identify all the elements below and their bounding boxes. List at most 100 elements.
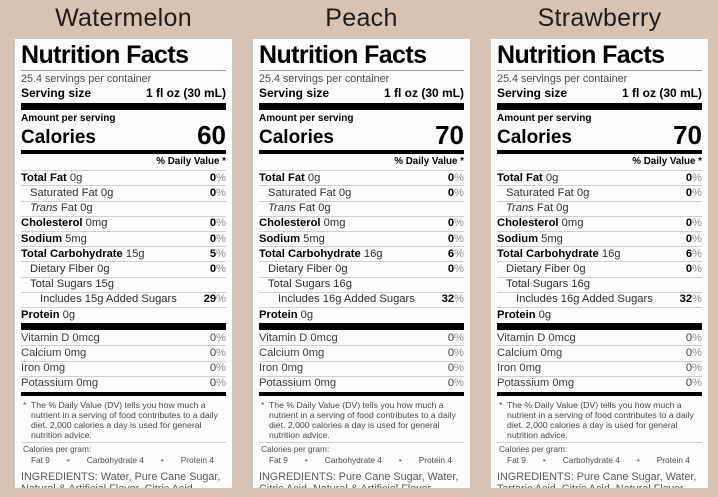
calories-per-gram-item: Fat 9 <box>269 455 288 466</box>
daily-value-percent: 0% <box>447 377 464 390</box>
daily-value-percent: 0% <box>447 217 464 230</box>
daily-value-percent: 0% <box>209 171 226 184</box>
nutrient-name: Potassium 0mg <box>497 377 575 390</box>
daily-value-footnote: * The % Daily Value (DV) tells you how m… <box>497 397 702 442</box>
calories-per-gram-label: Calories per gram: <box>261 444 330 455</box>
daily-value-header: % Daily Value * <box>156 156 226 168</box>
thick-divider <box>259 323 464 331</box>
nutrient-name: Vitamin D 0mcg <box>259 331 338 344</box>
nutrient-row: Total Carbohydrate 16g 6% <box>259 246 464 261</box>
thick-divider <box>497 323 702 331</box>
nutrient-row: Cholesterol 0mg 0% <box>259 215 464 231</box>
nutrient-name: Saturated Fat 0g <box>268 186 352 199</box>
serving-size-label: Serving size <box>497 85 568 100</box>
flavor-title: Watermelon <box>55 4 192 32</box>
vitamin-row: Iron 0mg 0% <box>21 360 226 376</box>
nutrient-row: Dietary Fiber 0g 0% <box>21 261 226 276</box>
daily-value-percent: 0% <box>685 217 702 230</box>
nutrient-row: Total Fat 0g 0% <box>21 170 226 185</box>
daily-value-header: % Daily Value * <box>632 156 702 168</box>
daily-value-percent: 0% <box>209 346 226 359</box>
serving-size-row: Serving size 1 fl oz (30 mL) <box>259 86 464 102</box>
nutrient-name: Total Fat 0g <box>21 171 83 184</box>
nutrient-name: Dietary Fiber 0g <box>506 262 586 275</box>
nutrition-facts-heading: Nutrition Facts <box>21 43 226 71</box>
bullet-separator: • <box>304 455 308 466</box>
vitamin-row: Iron 0mg 0% <box>259 360 464 376</box>
ingredients-text: INGREDIENTS: Pure Cane Sugar, Water, Tar… <box>497 471 697 489</box>
daily-value-percent: 0% <box>447 262 464 275</box>
nutrient-row: Includes 15g Added Sugars 29% <box>21 291 226 307</box>
calories-per-gram-row: Fat 9 • Carbohydrate 4 • Protein 4 <box>499 454 700 466</box>
daily-value-percent: 0% <box>447 346 464 359</box>
nutrient-row: Sodium 5mg 0% <box>21 231 226 246</box>
calories-per-gram-label: Calories per gram: <box>23 444 92 455</box>
calories-value: 70 <box>673 120 702 151</box>
daily-value-percent: 0% <box>447 232 464 245</box>
vitamin-row: Potassium 0mg 0% <box>497 375 702 391</box>
nutrient-row: Trans Fat 0g <box>21 200 226 216</box>
calories-per-gram-row: Fat 9 • Carbohydrate 4 • Protein 4 <box>23 454 224 466</box>
daily-value-percent: 0% <box>685 232 702 245</box>
calories-row: Calories 70 <box>259 122 464 149</box>
nutrient-name: Protein 0g <box>259 308 314 321</box>
nutrient-name: Calcium 0mg <box>21 346 87 359</box>
medium-divider <box>497 392 702 397</box>
nutrient-name: Total Sugars 15g <box>30 278 114 291</box>
daily-value-percent: 6% <box>685 247 702 260</box>
bullet-separator: • <box>542 455 546 466</box>
daily-value-percent: 32% <box>679 293 702 306</box>
nutrient-name: Protein 0g <box>497 308 552 321</box>
vitamin-row: Potassium 0mg 0% <box>21 375 226 391</box>
daily-value-percent: 0% <box>209 362 226 375</box>
vitamin-row: Vitamin D 0mcg 0% <box>259 331 464 345</box>
vitamin-row: Vitamin D 0mcg 0% <box>497 331 702 345</box>
daily-value-percent: 0% <box>685 262 702 275</box>
nutrient-row: Sodium 5mg 0% <box>259 231 464 246</box>
daily-value-percent: 0% <box>209 377 226 390</box>
ingredients-text: INGREDIENTS: Pure Cane Sugar, Water, Cit… <box>259 471 459 489</box>
medium-divider <box>259 150 464 155</box>
calories-per-gram-item: Carbohydrate 4 <box>86 455 144 466</box>
nutrient-row: Total Carbohydrate 15g 5% <box>21 246 226 261</box>
daily-value-percent: 0% <box>685 331 702 344</box>
nutrient-name: Calcium 0mg <box>259 346 325 359</box>
calories-row: Calories 60 <box>21 120 226 151</box>
serving-size-row: Serving size 1 fl oz (30 mL) <box>21 86 226 102</box>
footnote-asterisk: * <box>499 400 503 411</box>
vitamin-row: Calcium 0mg 0% <box>497 345 702 360</box>
nutrient-row: Cholesterol 0mg 0% <box>497 215 702 231</box>
daily-value-percent: 0% <box>209 262 226 275</box>
medium-divider <box>21 150 226 155</box>
daily-value-percent: 0% <box>685 346 702 359</box>
nutrient-rows: Total Fat 0g 0% Saturated Fat 0g 0% Trans Fa… <box>259 170 464 322</box>
calories-per-gram-item: Carbohydrate 4 <box>324 455 382 466</box>
nutrient-name: Trans Fat 0g <box>268 202 331 215</box>
calories-per-gram-item: Protein 4 <box>656 455 690 466</box>
nutrient-row: Total Fat 0g 0% <box>497 170 702 185</box>
footnote-asterisk: * <box>23 400 27 411</box>
nutrient-name: Iron 0mg <box>259 362 304 375</box>
nutrient-row: Saturated Fat 0g 0% <box>497 185 702 200</box>
thick-divider <box>21 323 226 331</box>
daily-value-percent: 0% <box>685 362 702 375</box>
nutrient-row: Total Fat 0g 0% <box>259 170 464 185</box>
nutrient-name: Sodium 5mg <box>497 232 563 245</box>
thick-divider <box>21 103 226 111</box>
footnote-asterisk: * <box>261 400 265 411</box>
bullet-separator: • <box>398 455 402 466</box>
nutrient-row: Protein 0g <box>497 307 702 322</box>
vitamin-row: Vitamin D 0mcg 0% <box>21 331 226 345</box>
nutrient-name: Includes 16g Added Sugars <box>278 293 415 306</box>
daily-value-percent: 6% <box>447 247 464 260</box>
nutrient-name: Total Sugars 16g <box>268 278 352 291</box>
calories-per-gram-item: Carbohydrate 4 <box>562 455 620 466</box>
bullet-separator: • <box>66 455 70 466</box>
calories-value: 60 <box>197 120 226 151</box>
nutrient-name: Saturated Fat 0g <box>30 186 114 199</box>
medium-divider <box>21 392 226 397</box>
footnote-text: The % Daily Value (DV) tells you how muc… <box>269 400 456 441</box>
flavor-column-watermelon: Watermelon Nutrition Facts 25.4 servings… <box>14 0 233 489</box>
nutrient-row: Total Carbohydrate 16g 6% <box>497 246 702 261</box>
nutrient-row: Total Sugars 15g <box>21 276 226 292</box>
